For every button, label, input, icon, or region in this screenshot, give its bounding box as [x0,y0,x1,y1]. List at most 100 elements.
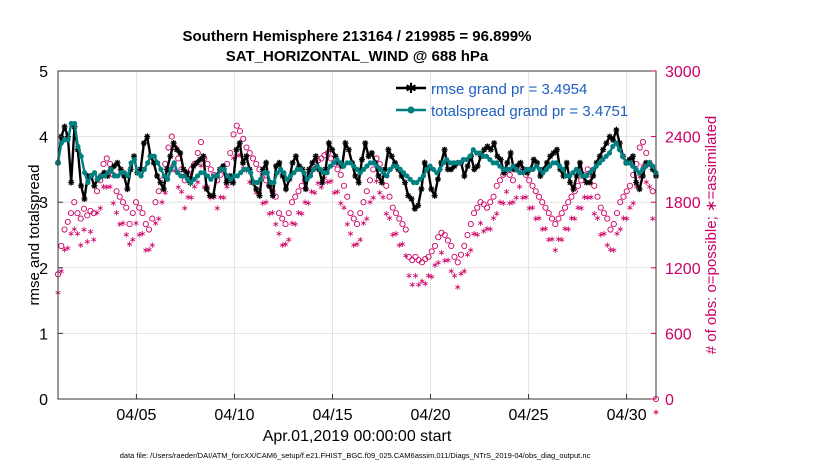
obs-assimilated-marker: ∗ [262,197,270,207]
spread-point [264,170,270,176]
x-tick-label: 04/05 [116,407,156,424]
spread-point [158,166,164,172]
spread-point [493,160,500,166]
spread-point [640,166,646,172]
obs-possible-marker [230,131,237,138]
spread-point [364,163,370,169]
spread-point [533,163,540,169]
obs-possible-marker [318,155,325,162]
obs-possible-marker [383,182,390,189]
spread-point [191,176,197,182]
obs-assimilated-marker: ∗ [613,229,621,239]
series-layer [55,120,659,212]
obs-possible-marker [535,193,543,200]
obs-possible-marker [509,177,517,184]
obs-assimilated-marker: ∗ [600,229,608,239]
spread-point [145,160,151,166]
obs-assimilated-marker: ∗ [93,208,101,218]
obs-assimilated-marker: ∗ [369,193,377,203]
spread-point [573,166,579,172]
spread-point [91,170,98,176]
spread-point [131,156,138,163]
obs-assimilated-marker: ∗ [129,235,137,245]
spread-point [583,173,589,179]
obs-possible-marker [620,193,627,200]
obs-assimilated-marker: ∗ [636,172,644,182]
obs-assimilated-marker: ∗ [269,208,277,218]
obs-assimilated-marker: ∗ [438,247,446,257]
spread-point [371,160,377,166]
spread-point [347,160,353,166]
obs-possible-marker [493,182,500,189]
obs-assimilated-marker: ∗ [178,187,186,197]
rmse-point [547,153,554,160]
spread-point [341,163,347,169]
obs-assimilated-marker: ∗ [152,218,160,228]
rmse-point [292,153,299,160]
rmse-point [273,163,280,170]
spread-point [214,173,221,179]
obs-possible-marker [591,182,598,189]
spread-point [600,156,606,163]
obs-assimilated-marker: ∗ [343,219,351,229]
rmse-point [434,176,441,183]
spread-point [643,163,649,169]
obs-possible-marker [67,210,75,217]
rmse-point [352,172,359,179]
spread-point [171,160,177,166]
spread-point [507,166,513,172]
rmse-point [325,140,332,147]
obs-assimilated-marker: ∗ [581,192,589,202]
spread-point [121,170,128,176]
spread-point [105,170,111,176]
spread-point [610,143,616,150]
spread-point [208,176,214,182]
obs-possible-marker [496,177,504,184]
spread-point [543,166,549,172]
rmse-point [256,192,263,199]
obs-assimilated-marker: ∗ [412,271,420,281]
obs-possible-marker [77,215,84,222]
rmse-point [428,186,435,193]
obs-assimilated-marker: ∗ [57,266,65,276]
obs-possible-marker [526,177,533,184]
obs-possible-marker [617,199,624,206]
obs-assimilated-marker: ∗ [607,244,615,254]
rmse-point [461,172,468,179]
obs-possible-marker [64,218,71,225]
rmse-point [160,186,167,193]
obs-assimilated-marker: ∗ [568,213,576,223]
spread-point [307,173,314,179]
rmse-point [464,163,471,170]
obs-assimilated-marker: ∗ [278,240,286,250]
obs-possible-marker [58,242,65,249]
obs-possible-marker [448,242,455,249]
obs-assimilated-marker: ∗ [473,229,481,239]
spread-point [510,163,516,169]
obs-assimilated-marker: ∗ [301,197,309,207]
chart-subtitle: SAT_HORIZONTAL_WIND @ 688 hPa [226,48,489,65]
spread-point [630,163,636,169]
x-tick-label: 04/15 [312,407,352,424]
obs-assimilated-marker: ∗ [506,198,514,208]
obs-assimilated-marker: ∗ [96,203,104,213]
spread-point [304,176,310,182]
rmse-point [210,192,217,199]
chart-title: Southern Hemisphere 213164 / 219985 = 96… [183,28,532,45]
obs-possible-marker [350,215,357,222]
rmse-point [91,182,98,189]
spread-point [477,150,483,156]
obs-assimilated-marker: ∗ [460,266,468,276]
obs-possible-marker [334,166,341,173]
obs-assimilated-marker: ∗ [451,271,459,281]
obs-assimilated-marker: ∗ [340,202,348,212]
obs-possible-marker [145,226,153,233]
spread-point [596,160,603,166]
y-tick-label: 3 [39,195,48,212]
spread-point [427,163,433,169]
obs-assimilated-marker: ∗ [457,268,465,278]
spread-point [380,170,387,176]
spread-point [161,173,167,179]
rmse-point [203,186,210,193]
obs-possible-marker [480,201,487,208]
